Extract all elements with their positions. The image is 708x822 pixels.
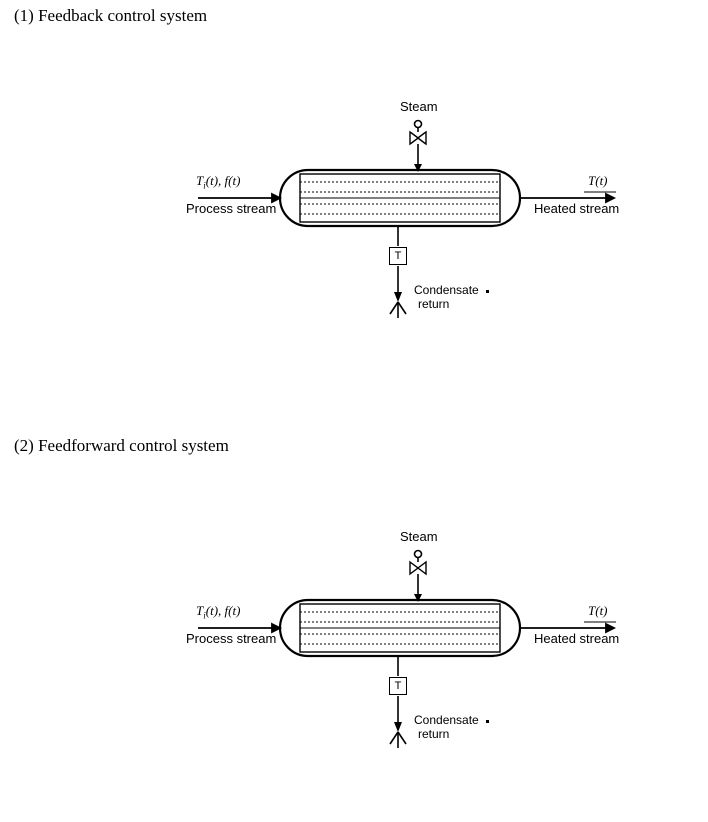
condensate-label-l2: return <box>418 298 449 312</box>
condensate-label-l1: Condensate <box>414 714 479 728</box>
inlet-var-label: Ti(t), f(t) <box>196 174 240 191</box>
condensate-outlet <box>390 656 406 748</box>
steam-label: Steam <box>400 100 438 115</box>
outlet-name-label: Heated stream <box>534 632 619 647</box>
inlet-name-label: Process stream <box>186 632 276 647</box>
steam-inlet <box>410 550 426 602</box>
condensate-label-l1: Condensate <box>414 284 479 298</box>
exchanger-svg <box>0 70 708 370</box>
condensate-outlet <box>390 226 406 318</box>
heading-feedback: (1) Feedback control system <box>14 6 207 26</box>
inlet-var-label: Ti(t), f(t) <box>196 604 240 621</box>
trap-box: T <box>389 677 407 695</box>
exchanger-svg <box>0 500 708 800</box>
outlet-var-label: T(t) <box>588 604 608 619</box>
outlet-name-label: Heated stream <box>534 202 619 217</box>
stray-mark <box>486 720 489 723</box>
steam-inlet <box>409 120 427 172</box>
trap-box: T <box>389 247 407 265</box>
steam-label: Steam <box>400 530 438 545</box>
stray-mark <box>486 290 489 293</box>
inlet-name-label: Process stream <box>186 202 276 217</box>
outlet-var-label: T(t) <box>588 174 608 189</box>
heading-feedforward: (2) Feedforward control system <box>14 436 229 456</box>
condensate-label-l2: return <box>418 728 449 742</box>
diagram-feedback: Steam Ti(t), f(t) Process stream T(t) He… <box>0 70 708 370</box>
diagram-feedforward: Steam Ti(t), f(t) Process stream T(t) He… <box>0 500 708 800</box>
